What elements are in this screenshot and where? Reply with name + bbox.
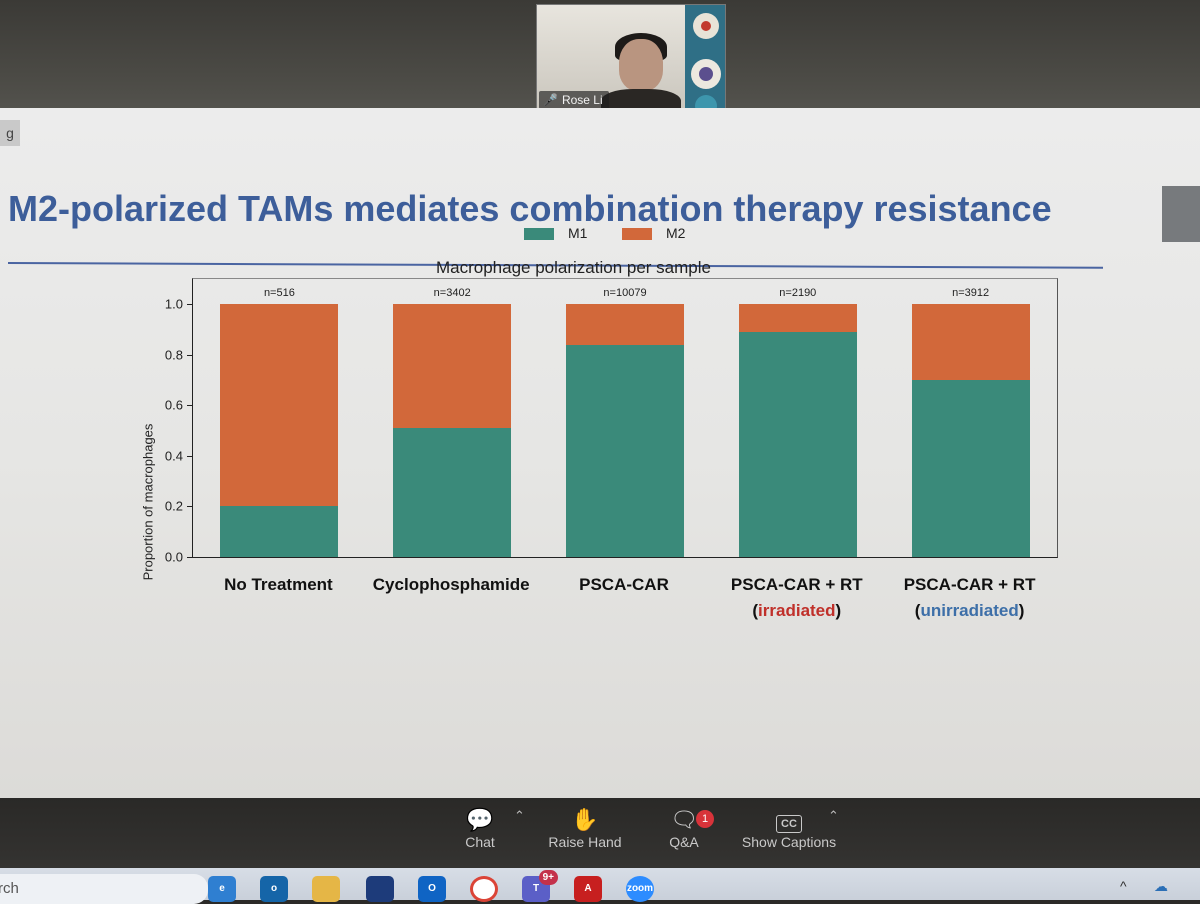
captions-options-chevron-icon[interactable]: ⌃ [828, 808, 839, 823]
qa-label: Q&A [669, 834, 699, 850]
x-category-label: PSCA-CAR + RT (irradiated) [731, 572, 863, 624]
bar-m1 [911, 380, 1030, 557]
participant-video-tile[interactable]: 🎤 Rose Li [536, 4, 726, 114]
meeting-top-bar: 🎤 Rose Li [0, 0, 1200, 118]
legend-label-m2: M2 [666, 225, 686, 241]
x-category-main: PSCA-CAR + RT [730, 575, 863, 594]
x-category-sub: (unirradiated) [914, 601, 1025, 620]
bar-m1 [738, 332, 857, 557]
y-tick [187, 455, 193, 457]
bar-m2 [738, 304, 857, 333]
y-tick [187, 506, 193, 508]
file-explorer-icon[interactable] [312, 876, 340, 902]
globe-app-icon[interactable] [366, 876, 394, 902]
y-tick-label: 0.2 [164, 498, 183, 514]
participant-face [619, 39, 663, 91]
mic-muted-icon: 🎤 [543, 93, 558, 107]
x-category-label: Cyclophosphamide [373, 572, 530, 598]
teams-badge: 9+ [538, 870, 558, 885]
y-tick-label: 0.0 [164, 549, 183, 565]
y-tick [187, 354, 193, 356]
x-category-label: PSCA-CAR + RT (unirradiated) [904, 572, 1036, 624]
bar-stack [220, 304, 339, 557]
acrobat-icon[interactable]: A [574, 876, 602, 902]
bar-stack [738, 304, 857, 557]
search-placeholder: rch [0, 880, 19, 897]
x-category-main: PSCA-CAR + RT [903, 575, 1036, 594]
chat-options-chevron-icon[interactable]: ⌃ [514, 808, 525, 823]
slide-right-tab [1162, 186, 1200, 242]
teams-icon[interactable]: T 9+ [522, 870, 558, 902]
hand-icon: ✋ [571, 807, 599, 832]
y-tick [187, 557, 193, 558]
bar-m2 [393, 304, 512, 429]
bar-stack [393, 304, 512, 557]
tray-chevron-icon[interactable]: ^ [1120, 878, 1127, 894]
bar-m2 [566, 304, 684, 345]
raise-hand-button[interactable]: ✋ Raise Hand [525, 806, 645, 850]
outlook-icon[interactable]: O [418, 876, 446, 902]
participant-name-tag: 🎤 Rose Li [539, 91, 609, 109]
video-wall-art [685, 5, 725, 113]
legend-swatch-m1 [524, 228, 554, 240]
y-tick-label: 0.6 [164, 397, 183, 413]
sample-count-label: n=2190 [779, 287, 817, 300]
meeting-control-bar: 💬 Chat ⌃ ✋ Raise Hand 🗨 1 Q&A CC Show Ca… [0, 798, 1200, 868]
sample-count-label: n=3912 [952, 287, 990, 300]
captions-icon: CC [728, 806, 850, 834]
bar-stack [911, 304, 1030, 557]
chat-button[interactable]: 💬 Chat [420, 806, 540, 850]
bar-stack [566, 304, 684, 557]
slide-title: M2-polarized TAMs mediates combination t… [8, 188, 1052, 229]
show-captions-button[interactable]: CC Show Captions [728, 806, 850, 850]
y-tick-label: 0.8 [164, 347, 183, 363]
raise-hand-label: Raise Hand [548, 834, 622, 850]
chart-title: Macrophage polarization per sample [436, 258, 711, 277]
sample-count-label: n=3402 [433, 287, 471, 300]
participant-name: Rose Li [561, 93, 603, 107]
zoom-app-icon[interactable]: zoom [626, 876, 654, 902]
qa-button[interactable]: 🗨 1 Q&A [624, 806, 744, 850]
y-tick-label: 1.0 [164, 296, 183, 312]
taskbar-search[interactable]: rch [0, 874, 208, 904]
plot-area: 0.0 0.2 0.4 0.6 0.8 1.0 n=516 n=3402 n=10079 n=21… [165, 278, 1058, 565]
sample-count-label: n=10079 [603, 287, 647, 300]
bar-m2 [911, 304, 1030, 381]
show-captions-label: Show Captions [741, 834, 837, 850]
x-category-main: No Treatment [224, 575, 333, 594]
slide-side-tab[interactable]: g [0, 120, 20, 146]
legend-label-m1: M1 [568, 225, 588, 241]
x-category-main: PSCA-CAR [579, 575, 669, 594]
x-category-sub: (irradiated) [752, 601, 842, 620]
sample-count-label: n=516 [263, 287, 295, 300]
y-axis-label: Proportion of macrophages [140, 423, 156, 581]
bar-m1 [566, 344, 684, 557]
edge-icon[interactable]: e [208, 876, 236, 902]
y-tick [187, 304, 193, 306]
x-category-main: Cyclophosphamide [372, 575, 530, 594]
y-tick-label: 0.4 [164, 448, 183, 464]
bar-m1 [393, 428, 512, 557]
weather-icon[interactable]: ☁ [1154, 878, 1168, 894]
y-tick [187, 405, 193, 407]
store-icon[interactable]: o [260, 876, 288, 902]
chat-icon: 💬 [466, 807, 494, 832]
windows-taskbar: rch e o O T 9+ A zoom ^ ☁ [0, 868, 1200, 904]
qa-icon: 🗨 [670, 807, 698, 832]
x-category-label: PSCA-CAR [579, 572, 669, 598]
bar-m2 [220, 304, 339, 507]
x-category-label: No Treatment [224, 572, 333, 598]
bar-m1 [220, 506, 339, 557]
chrome-icon[interactable] [470, 876, 498, 902]
qa-badge: 1 [696, 810, 714, 828]
legend-swatch-m2 [622, 228, 652, 240]
chat-label: Chat [465, 834, 495, 850]
